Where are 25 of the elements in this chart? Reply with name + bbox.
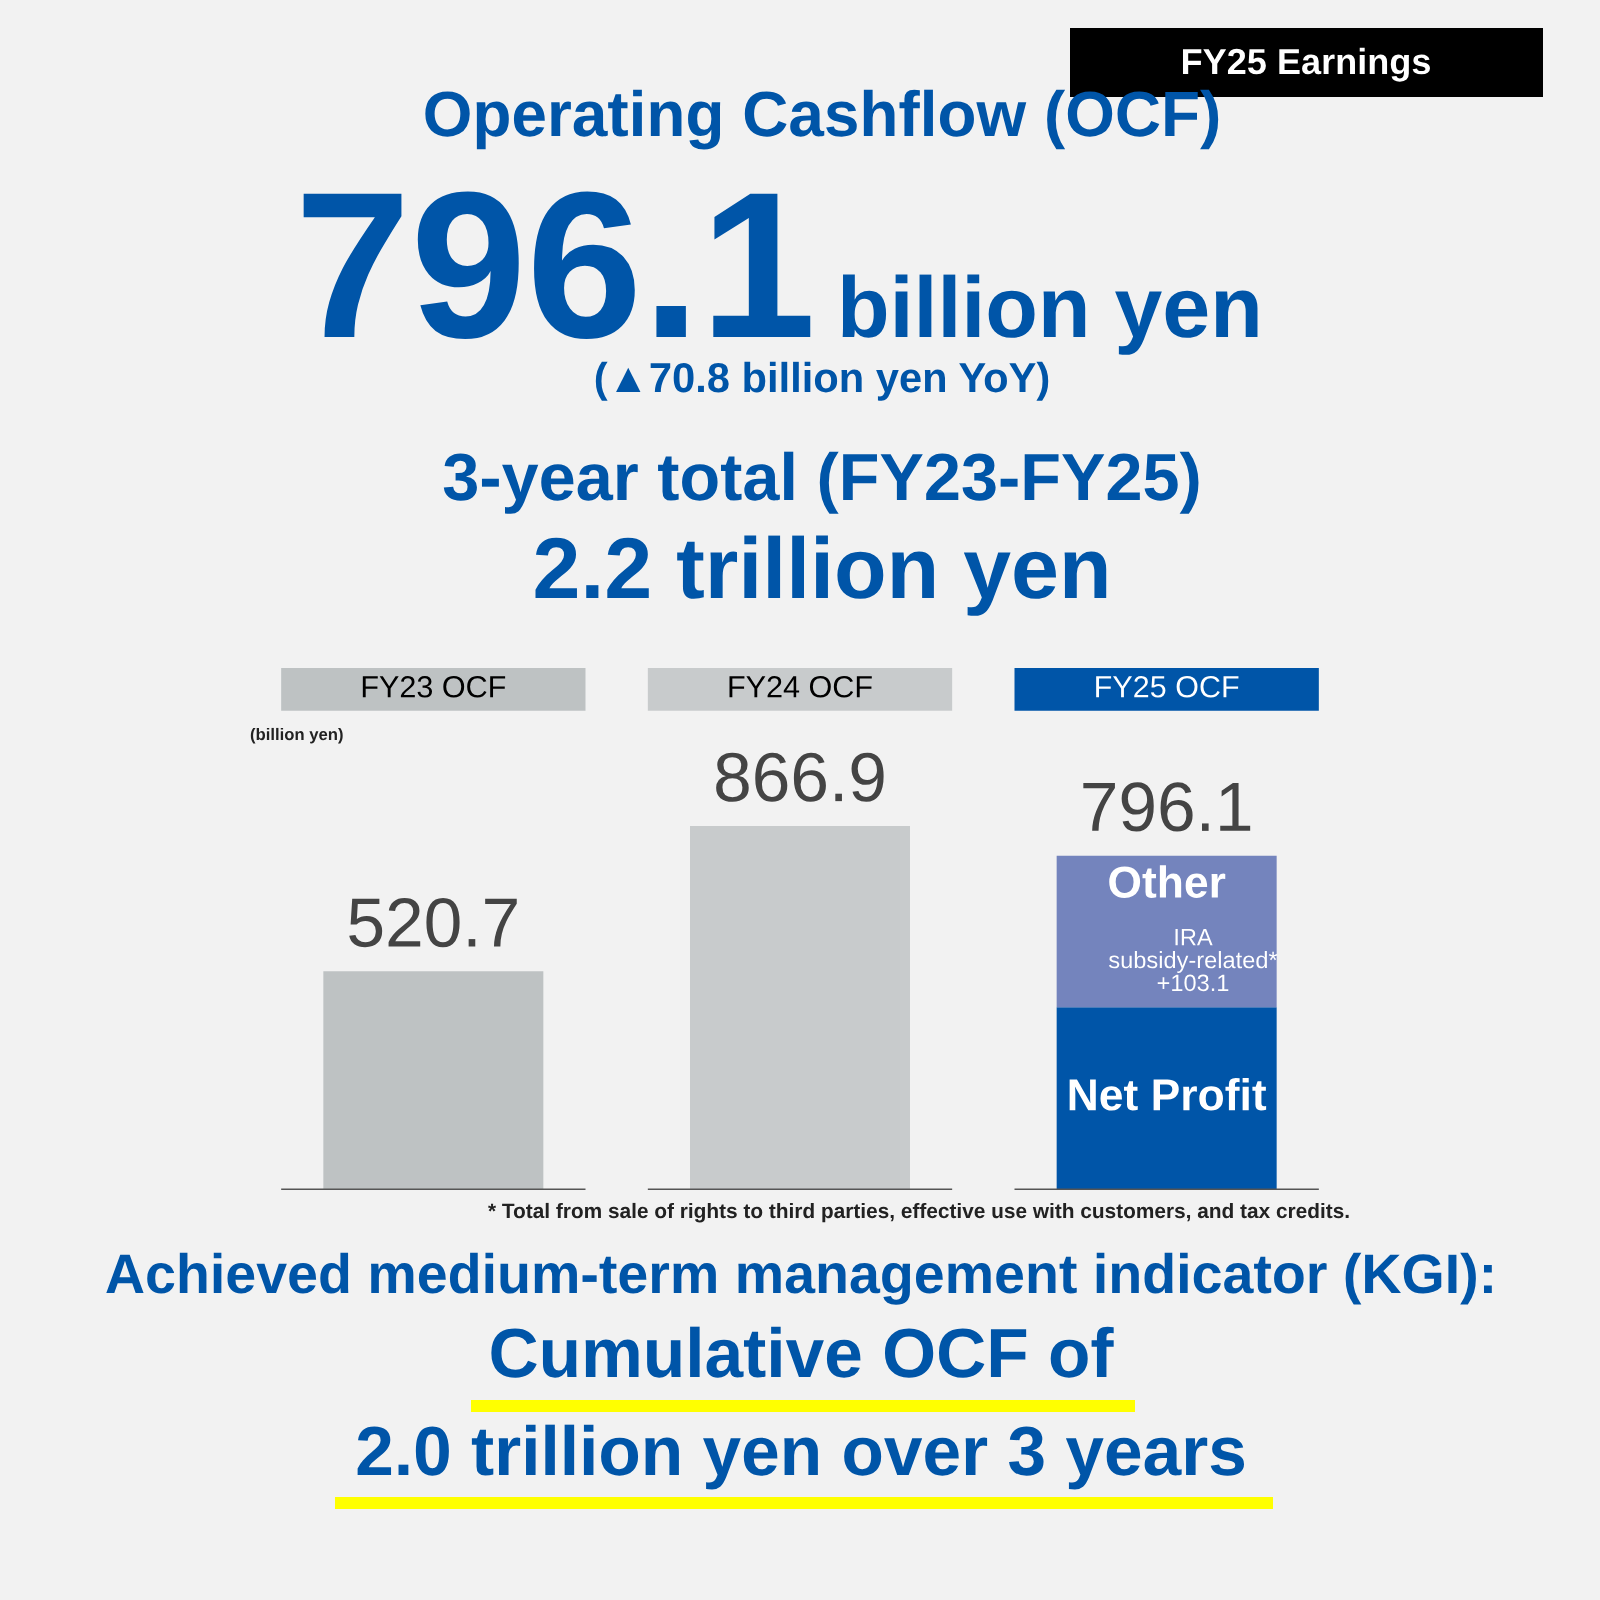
text: billion yen (842, 274, 1258, 355)
data-label: 866.9 (716, 752, 884, 802)
text: 2.0 trillion yen over 3 years (357, 1424, 1245, 1490)
annotation: IRA subsidy-related* +103.1 (1109, 929, 1278, 992)
text: Achieved medium-term management indicator (KGI): (106, 1252, 1492, 1305)
text: 796.1 (303, 191, 811, 340)
text: (billion yen) (250, 727, 343, 744)
series-label: Other (1109, 865, 1226, 898)
x-tick-label: FY23 OCF (362, 675, 506, 698)
chart-title: Operating Cashflow (OCF) (425, 89, 1219, 150)
data-label: 520.7 (349, 898, 517, 948)
bar (690, 825, 910, 1190)
bar (1056, 855, 1277, 1008)
text: Cumulative OCF of (491, 1326, 1114, 1378)
bar (323, 971, 544, 1190)
text: 3-year total (FY23-FY25) (443, 451, 1199, 514)
total-label: 796.1 (1083, 782, 1251, 832)
x-tick-label: FY25 OCF (1096, 675, 1239, 698)
text: FY25 Earnings (1182, 47, 1430, 82)
text: 2.2 trillion yen (535, 535, 1107, 616)
x-tick-label: FY24 OCF (729, 675, 872, 698)
series-label: Net Profit (1069, 1077, 1267, 1111)
text: (▲70.8 billion yen YoY) (595, 361, 1049, 401)
bar (1056, 1007, 1277, 1190)
text: * Total from sale of rights to third parties, effective use with customers, and tax credits. (488, 1202, 1349, 1223)
